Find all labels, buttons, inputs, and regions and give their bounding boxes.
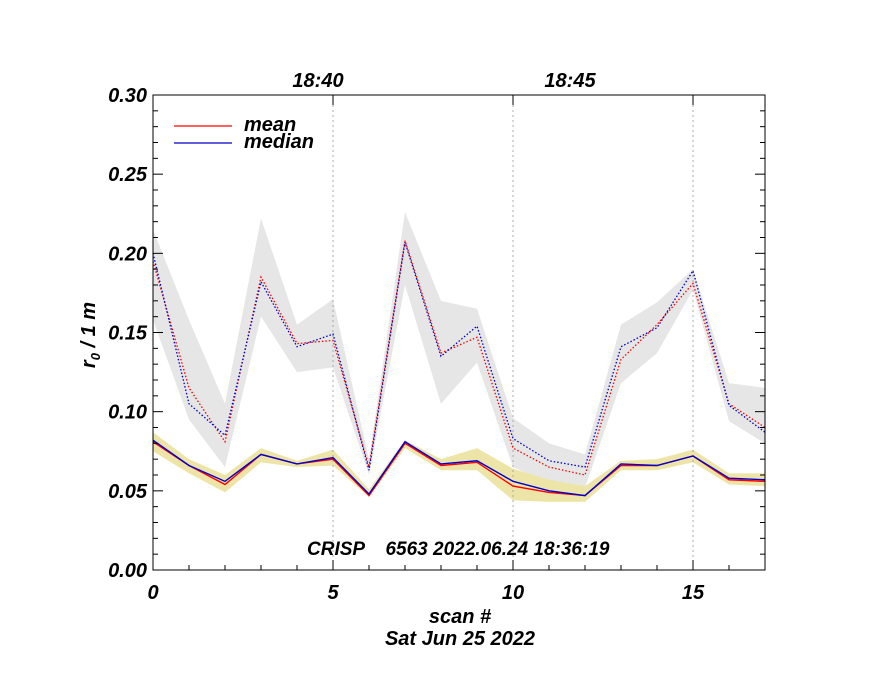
x-tick-label: 0 xyxy=(147,582,158,604)
y-tick-label: 0.15 xyxy=(108,323,148,345)
y-tick-label: 0.20 xyxy=(108,243,147,265)
y-tick-label: 0.00 xyxy=(108,560,147,582)
y-tick-label: 0.05 xyxy=(108,481,148,503)
band-lower-spread xyxy=(153,432,765,502)
y-tick-label: 0.10 xyxy=(108,402,147,424)
y-axis-label-rest: / 1 m xyxy=(78,302,100,353)
y-axis-label-subscript: 0 xyxy=(88,352,103,360)
legend-label-mean: mean xyxy=(244,114,296,136)
top-axis-time-label: 18:45 xyxy=(544,70,596,92)
labels-layer: 0.00 0.05 0.10 0.15 0.20 0.25 0.30 0 5 10 15 18:40 1… xyxy=(108,70,705,604)
legend-label-median: median xyxy=(244,131,314,153)
x-tick-label: 10 xyxy=(502,582,524,604)
band-upper-spread xyxy=(153,212,765,488)
x-tick-label: 15 xyxy=(682,582,705,604)
legend: mean median xyxy=(174,114,314,153)
x-axis-label: scan # xyxy=(429,606,492,628)
grid-layer xyxy=(332,95,694,570)
bands-layer xyxy=(153,212,765,502)
series-layer xyxy=(152,240,766,497)
chart-annotation: CRISP 6563 2022.06.24 18:36:19 xyxy=(307,539,610,560)
ticks-layer xyxy=(152,94,766,571)
top-axis-time-label: 18:40 xyxy=(292,70,343,92)
y-tick-label: 0.30 xyxy=(108,85,147,107)
series-upper-mean xyxy=(152,240,766,476)
series-lower-median xyxy=(152,439,766,497)
x-tick-label: 5 xyxy=(327,582,339,604)
series-upper-median xyxy=(152,242,766,471)
y-tick-label: 0.25 xyxy=(108,164,148,186)
y-axis-label: r0 / 1 m xyxy=(78,302,103,368)
y-axis-label-base: r xyxy=(78,359,100,368)
x-axis-sublabel: Sat Jun 25 2022 xyxy=(385,628,535,650)
